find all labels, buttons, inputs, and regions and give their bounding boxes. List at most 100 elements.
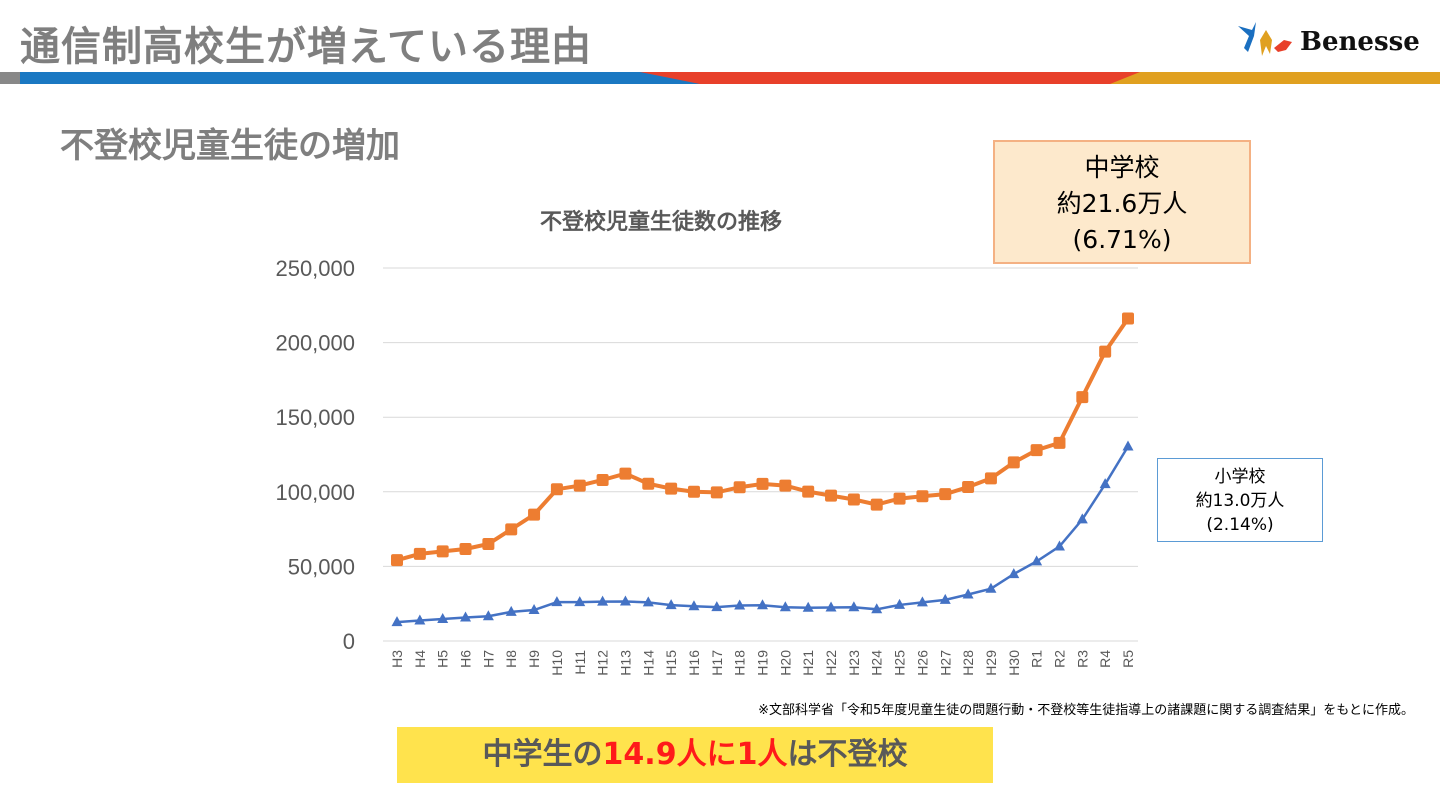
page-title: 通信制高校生が増えている理由 — [20, 24, 592, 70]
data-point-elementary — [711, 601, 723, 612]
x-tick-label: H24 — [869, 650, 885, 676]
x-tick-label: H28 — [960, 650, 976, 676]
y-tick-label: 0 — [343, 629, 355, 654]
data-point-elementary — [802, 601, 814, 612]
data-point-elementary — [1122, 440, 1134, 451]
data-point-junior_high — [459, 542, 472, 555]
callout-label: 小学校 — [1214, 467, 1266, 487]
data-point-elementary — [894, 598, 906, 609]
banner-text: 中学生の — [482, 737, 603, 772]
data-point-elementary — [916, 596, 928, 607]
data-point-junior_high — [687, 485, 700, 498]
data-point-elementary — [551, 596, 563, 607]
x-tick-label: H18 — [732, 650, 748, 676]
x-tick-label: H3 — [389, 650, 405, 668]
data-point-elementary — [642, 596, 654, 607]
x-tick-label: H21 — [800, 650, 816, 676]
data-point-elementary — [985, 582, 997, 593]
y-tick-label: 150,000 — [275, 405, 355, 430]
data-point-junior_high — [391, 554, 403, 567]
data-point-elementary — [597, 595, 609, 606]
x-tick-label: H6 — [458, 650, 474, 668]
x-tick-label: H25 — [892, 650, 908, 676]
benesse-logo-text: Benesse — [1300, 27, 1420, 57]
data-point-junior_high — [802, 485, 815, 498]
data-point-junior_high — [1099, 345, 1112, 358]
data-point-junior_high — [870, 498, 883, 511]
x-tick-label: H29 — [983, 650, 999, 676]
section-subtitle: 不登校児童生徒の増加 — [60, 126, 400, 166]
data-point-junior_high — [436, 545, 449, 558]
data-point-junior_high — [825, 489, 838, 502]
data-point-junior_high — [596, 473, 609, 486]
x-tick-label: H22 — [823, 650, 839, 676]
data-point-junior_high — [984, 472, 997, 485]
data-point-elementary — [1053, 540, 1065, 551]
x-tick-label: H26 — [914, 650, 930, 676]
data-point-junior_high — [710, 486, 723, 499]
x-tick-label: R5 — [1120, 650, 1136, 668]
data-point-junior_high — [779, 479, 792, 492]
benesse-logo — [1238, 22, 1292, 56]
y-tick-label: 100,000 — [275, 480, 355, 505]
x-tick-label: R3 — [1074, 650, 1090, 668]
x-tick-label: H9 — [526, 650, 542, 668]
x-tick-label: H4 — [412, 650, 428, 668]
data-point-junior_high — [1030, 444, 1043, 457]
x-tick-label: H20 — [777, 650, 793, 676]
header-color-bar — [0, 72, 1440, 84]
data-point-elementary — [665, 599, 677, 610]
data-point-elementary — [437, 612, 449, 623]
data-point-elementary — [939, 593, 951, 604]
data-point-junior_high — [893, 492, 906, 505]
data-point-junior_high — [847, 493, 860, 506]
data-point-junior_high — [642, 477, 655, 490]
data-point-junior_high — [962, 480, 975, 493]
banner-highlight: 14.9人に1人 — [602, 737, 788, 772]
chart-title: 不登校児童生徒数の推移 — [540, 210, 783, 235]
x-tick-label: H10 — [549, 650, 565, 676]
data-point-junior_high — [528, 508, 541, 521]
data-point-elementary — [619, 595, 631, 606]
data-point-elementary — [962, 588, 974, 599]
callout-label: 中学校 — [1084, 153, 1160, 182]
data-point-junior_high — [1076, 391, 1089, 404]
x-tick-label: H27 — [937, 650, 953, 676]
callout-rate: (2.14%) — [1206, 515, 1274, 535]
data-point-elementary — [528, 604, 540, 615]
x-tick-label: H13 — [617, 650, 633, 676]
data-point-elementary — [574, 596, 586, 607]
x-tick-label: H7 — [480, 650, 496, 668]
x-tick-label: H23 — [846, 650, 862, 676]
y-tick-label: 250,000 — [275, 256, 355, 281]
x-tick-label: R1 — [1029, 650, 1045, 668]
data-point-elementary — [1099, 478, 1111, 489]
data-point-elementary — [391, 616, 403, 627]
x-tick-label: H12 — [595, 650, 611, 676]
x-tick-label: H15 — [663, 650, 679, 676]
data-point-elementary — [848, 601, 860, 612]
data-point-elementary — [757, 599, 768, 610]
x-tick-label: R4 — [1097, 650, 1113, 668]
data-point-elementary — [1008, 568, 1020, 579]
data-point-elementary — [505, 605, 517, 616]
highlight-banner: 中学生の14.9人に1人は不登校 — [397, 727, 993, 783]
data-point-junior_high — [505, 523, 518, 536]
data-point-elementary — [1031, 555, 1043, 566]
banner-text: は不登校 — [787, 737, 908, 772]
data-point-junior_high — [550, 483, 563, 496]
x-tick-label: H30 — [1006, 650, 1022, 676]
data-point-elementary — [825, 601, 837, 612]
data-point-junior_high — [756, 477, 769, 490]
data-point-junior_high — [482, 537, 495, 550]
y-tick-label: 200,000 — [275, 331, 355, 356]
y-tick-label: 50,000 — [288, 554, 355, 579]
x-tick-label: R2 — [1051, 650, 1067, 668]
data-point-elementary — [688, 600, 700, 611]
data-point-junior_high — [619, 467, 632, 480]
elementary-callout: 小学校 約13.0万人 (2.14%) — [1157, 458, 1323, 542]
x-tick-label: H8 — [503, 650, 519, 668]
data-point-junior_high — [665, 482, 678, 495]
data-point-elementary — [871, 603, 883, 614]
